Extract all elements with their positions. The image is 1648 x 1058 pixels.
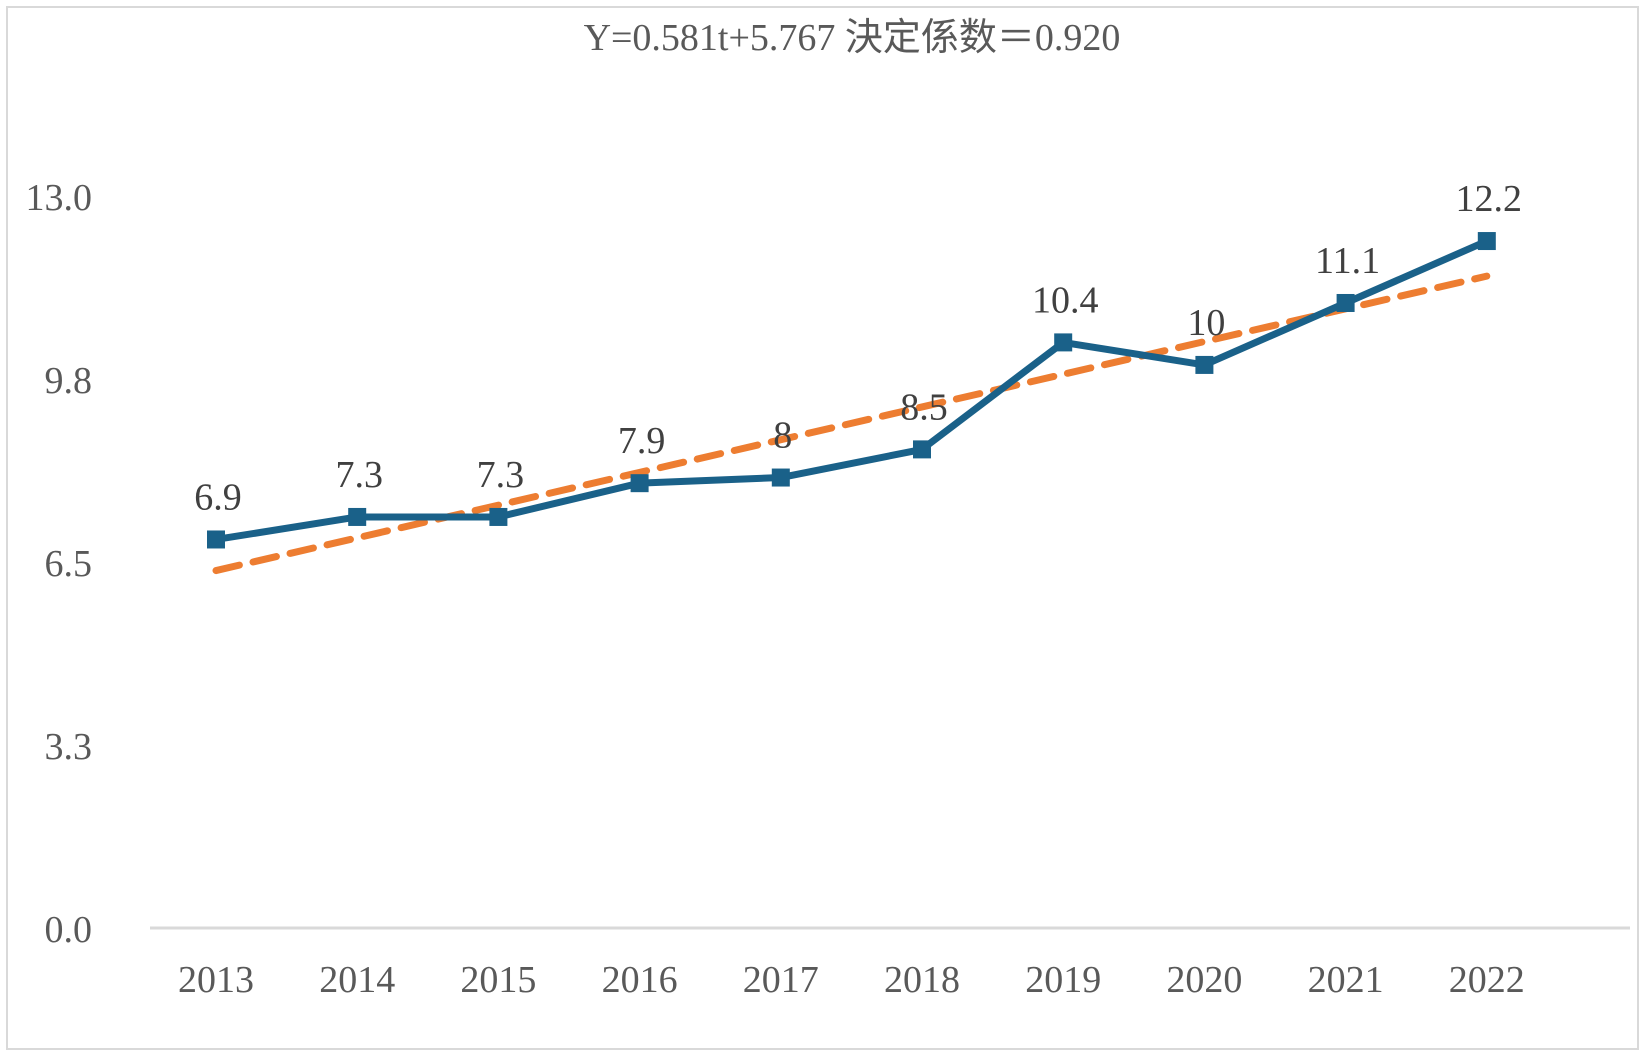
x-tick-label: 2020	[1166, 959, 1242, 1001]
data-label: 7.3	[335, 454, 383, 496]
y-tick-label: 0.0	[45, 909, 93, 951]
data-point-marker	[771, 468, 790, 487]
x-tick-label: 2018	[884, 959, 960, 1001]
data-label: 7.9	[618, 420, 666, 462]
data-label: 8	[773, 415, 792, 457]
x-tick-label: 2017	[743, 959, 819, 1001]
data-label: 10	[1187, 302, 1225, 344]
x-tick-label: 2022	[1449, 959, 1525, 1001]
series-markers	[207, 232, 1496, 549]
data-point-marker	[489, 507, 508, 526]
data-label: 10.4	[1032, 279, 1099, 321]
data-label: 8.5	[900, 386, 948, 428]
data-point-marker	[1054, 333, 1073, 352]
x-axis-ticks: 2013 2014 2015 2016 2017 2018 2019 2020 2021 2022	[178, 959, 1525, 1001]
data-point-marker	[913, 440, 931, 459]
data-point-marker	[348, 507, 367, 526]
x-tick-label: 2021	[1308, 959, 1384, 1001]
y-tick-label: 6.5	[45, 543, 93, 585]
y-tick-label: 13.0	[26, 177, 93, 219]
y-tick-label: 9.8	[45, 360, 93, 402]
y-axis-ticks: 0.0 3.3 6.5 9.8 13.0	[26, 177, 93, 951]
data-point-marker	[207, 530, 225, 549]
series-line	[215, 237, 1489, 543]
trend-line	[212, 272, 1491, 575]
x-tick-label: 2016	[602, 959, 678, 1001]
x-tick-label: 2014	[319, 959, 395, 1001]
data-point-marker	[1336, 293, 1355, 312]
data-point-marker	[630, 474, 649, 493]
x-tick-label: 2019	[1025, 959, 1101, 1001]
x-tick-label: 2013	[178, 959, 254, 1001]
chart-title: Y=0.581t+5.767 決定係数＝0.920	[584, 17, 1121, 59]
data-labels: 6.9 7.3 7.3 7.9 8 8.5 10.4 10 11.1 12.2	[194, 178, 1522, 518]
data-point-marker	[1477, 232, 1496, 251]
data-label: 12.2	[1456, 178, 1523, 220]
x-tick-label: 2015	[460, 959, 536, 1001]
data-label: 11.1	[1315, 240, 1380, 282]
data-label: 6.9	[194, 476, 242, 518]
data-point-marker	[1195, 355, 1214, 374]
data-label: 7.3	[477, 454, 525, 496]
y-tick-label: 3.3	[45, 726, 93, 768]
